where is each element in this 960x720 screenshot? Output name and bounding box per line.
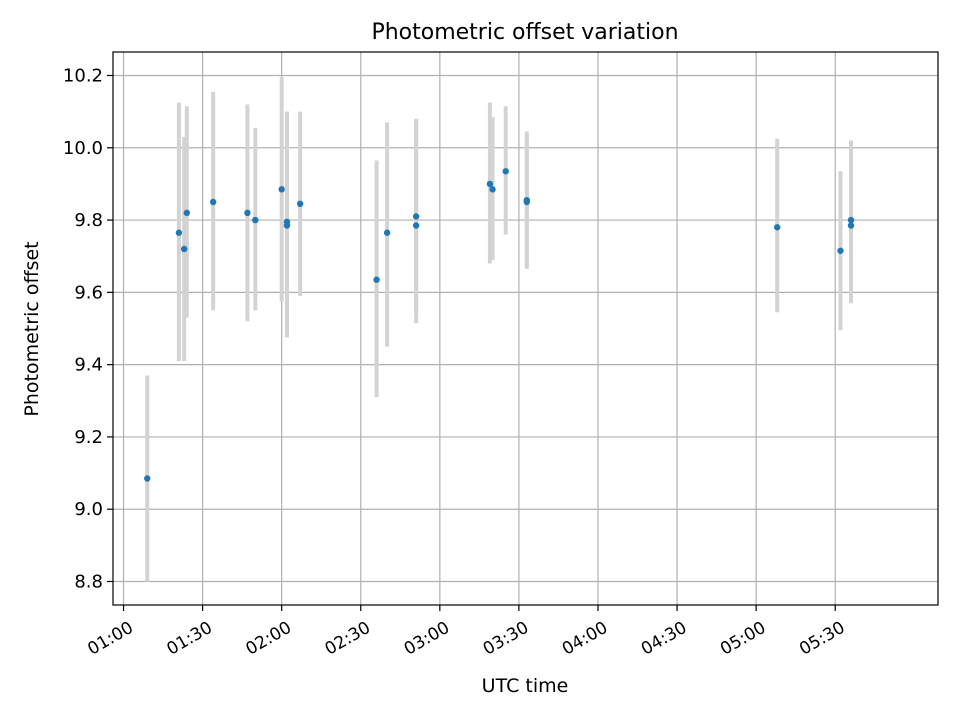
x-tick-label: 05:00 <box>717 618 769 660</box>
data-points <box>144 168 855 482</box>
data-point <box>373 276 380 283</box>
x-axis: 01:00 01:30 02:00 02:30 03:00 03:30 04:00 04:30… <box>84 605 849 660</box>
data-point <box>278 186 285 193</box>
x-tick-label: 03:00 <box>401 618 453 660</box>
data-point <box>383 229 391 236</box>
data-point <box>175 229 183 236</box>
x-tick-label: 04:00 <box>559 618 611 660</box>
data-point <box>486 180 494 188</box>
y-axis: 8.8 9.0 9.2 9.4 9.6 9.8 10.0 10.2 <box>63 65 113 593</box>
x-tick-label: 03:30 <box>480 618 532 660</box>
x-axis-label: UTC time <box>482 675 569 697</box>
y-tick-label: 10.2 <box>63 65 103 86</box>
data-point <box>209 198 217 206</box>
y-tick-label: 8.8 <box>74 572 103 593</box>
y-tick-label: 9.8 <box>74 210 103 231</box>
y-tick-label: 10.0 <box>63 138 103 159</box>
data-point <box>489 186 496 193</box>
data-point <box>296 200 304 208</box>
data-point <box>412 213 420 220</box>
data-point <box>412 222 420 229</box>
error-bars <box>145 77 854 582</box>
data-point <box>252 216 259 224</box>
data-point <box>847 222 855 229</box>
data-point <box>847 216 855 224</box>
data-point <box>144 475 151 482</box>
x-tick-label: 04:30 <box>638 618 690 660</box>
x-tick-label: 05:30 <box>796 618 848 660</box>
plot-frame <box>112 51 939 606</box>
y-tick-label: 9.6 <box>74 282 103 303</box>
y-tick-label: 9.0 <box>74 499 103 520</box>
x-tick-label: 02:00 <box>243 618 295 660</box>
data-point <box>523 196 531 204</box>
data-point <box>244 209 251 217</box>
x-tick-label: 01:00 <box>84 618 136 660</box>
chart-title: Photometric offset variation <box>371 20 678 45</box>
x-tick-label: 01:30 <box>163 618 215 660</box>
data-point <box>837 247 844 254</box>
data-point <box>180 245 188 253</box>
data-point <box>183 209 191 217</box>
y-axis-label: Photometric offset <box>21 241 43 416</box>
data-point <box>774 224 781 231</box>
y-tick-label: 9.4 <box>74 355 103 376</box>
data-point <box>283 218 291 226</box>
data-point <box>502 168 509 175</box>
x-tick-label: 02:30 <box>322 618 374 660</box>
y-tick-label: 9.2 <box>74 427 103 448</box>
